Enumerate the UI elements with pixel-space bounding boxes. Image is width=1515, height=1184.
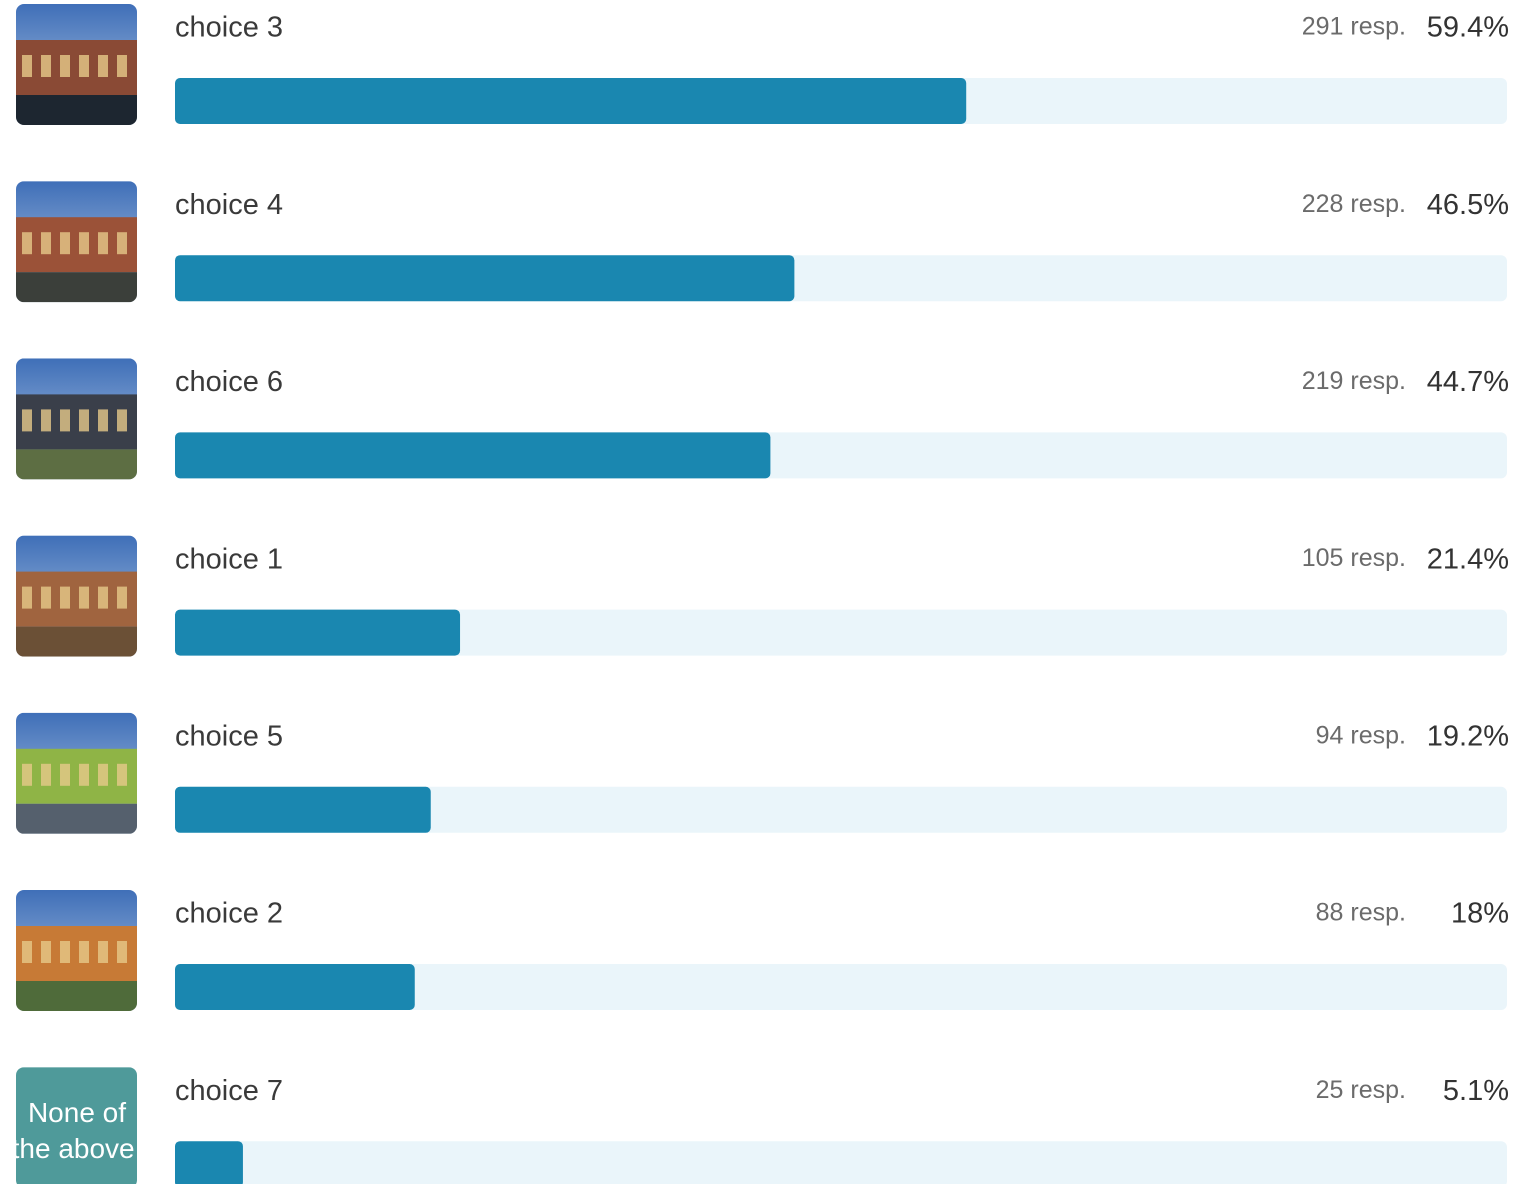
thumb-window	[117, 232, 127, 255]
response-count: 291 resp.	[1302, 13, 1406, 41]
thumb-window	[22, 763, 32, 786]
choice-label: choice 3	[175, 12, 283, 44]
thumbnail	[16, 535, 137, 657]
thumb-window	[60, 232, 70, 255]
percent-label: 19.2%	[1427, 720, 1509, 752]
thumb-window	[117, 586, 127, 609]
thumb-window	[79, 763, 89, 786]
response-count: 105 resp.	[1302, 544, 1406, 572]
thumb-window	[98, 763, 108, 786]
bar-track	[175, 1141, 1507, 1184]
thumb-window	[41, 763, 51, 786]
percent-label: 46.5%	[1427, 189, 1509, 221]
thumb-ground	[16, 803, 137, 834]
thumbnail: None of the above.	[12, 1067, 143, 1184]
thumb-window	[117, 409, 127, 432]
choice-label: choice 2	[175, 898, 283, 930]
choice-label: choice 5	[175, 720, 283, 752]
percent-label: 18%	[1451, 898, 1509, 930]
response-count: 94 resp.	[1316, 721, 1406, 749]
bar	[175, 964, 415, 1010]
thumb-window	[98, 586, 108, 609]
thumb-ground	[16, 272, 137, 303]
bar-track	[175, 964, 1507, 1010]
percent-label: 59.4%	[1427, 12, 1509, 44]
thumb-window	[79, 941, 89, 963]
thumb-window	[41, 586, 51, 609]
thumb-ground	[16, 95, 137, 125]
thumb-window	[41, 941, 51, 963]
thumb-window	[22, 232, 32, 255]
thumb-window	[22, 586, 32, 609]
thumb-window	[98, 55, 108, 77]
thumb-window	[60, 586, 70, 609]
thumb-building	[16, 748, 137, 804]
thumb-window	[60, 55, 70, 77]
bar	[175, 786, 431, 833]
thumb-window	[98, 409, 108, 432]
thumb-window	[79, 586, 89, 609]
percent-label: 44.7%	[1427, 366, 1509, 398]
thumb-window	[117, 941, 127, 963]
thumbnail	[16, 890, 137, 1011]
choice-label: choice 1	[175, 543, 283, 575]
bar	[175, 432, 771, 479]
thumb-window	[117, 763, 127, 786]
thumb-ground	[16, 981, 137, 1011]
thumb-window	[117, 55, 127, 77]
thumb-window	[60, 409, 70, 432]
thumb-window	[79, 232, 89, 255]
thumbnail	[16, 358, 137, 480]
bar	[175, 255, 795, 302]
bar-track	[175, 609, 1507, 656]
thumb-window	[79, 55, 89, 77]
thumb-window	[60, 763, 70, 786]
thumb-window	[98, 941, 108, 963]
response-count: 219 resp.	[1302, 367, 1406, 395]
thumbnail	[16, 181, 137, 303]
thumb-building	[16, 40, 137, 95]
thumb-window	[60, 941, 70, 963]
thumb-window	[41, 409, 51, 432]
thumb-building	[16, 926, 137, 981]
choice-label: choice 7	[175, 1075, 283, 1107]
thumb-window	[98, 232, 108, 255]
response-count: 25 resp.	[1316, 1076, 1406, 1104]
choice-label: choice 4	[175, 189, 283, 221]
thumbnail	[16, 712, 137, 834]
thumb-text: None of the above.	[12, 1098, 143, 1165]
thumb-line: None of	[28, 1098, 126, 1129]
percent-label: 5.1%	[1443, 1075, 1509, 1107]
response-count: 228 resp.	[1302, 190, 1406, 218]
thumb-ground	[16, 626, 137, 657]
bar	[175, 78, 967, 124]
thumb-window	[79, 409, 89, 432]
thumb-window	[22, 941, 32, 963]
thumb-bg	[16, 1067, 137, 1184]
thumb-building	[16, 217, 137, 273]
thumb-building	[16, 394, 137, 450]
thumb-window	[22, 55, 32, 77]
percent-label: 21.4%	[1427, 543, 1509, 575]
choice-label: choice 6	[175, 366, 283, 398]
thumb-building	[16, 571, 137, 627]
response-count: 88 resp.	[1316, 899, 1406, 927]
thumb-window	[41, 55, 51, 77]
thumbnail	[16, 4, 137, 125]
thumb-window	[22, 409, 32, 432]
thumb-ground	[16, 449, 137, 480]
bar-track	[175, 786, 1507, 833]
bar	[175, 609, 461, 656]
thumb-window	[41, 232, 51, 255]
thumb-line: the above.	[12, 1134, 143, 1165]
bar	[175, 1141, 243, 1184]
